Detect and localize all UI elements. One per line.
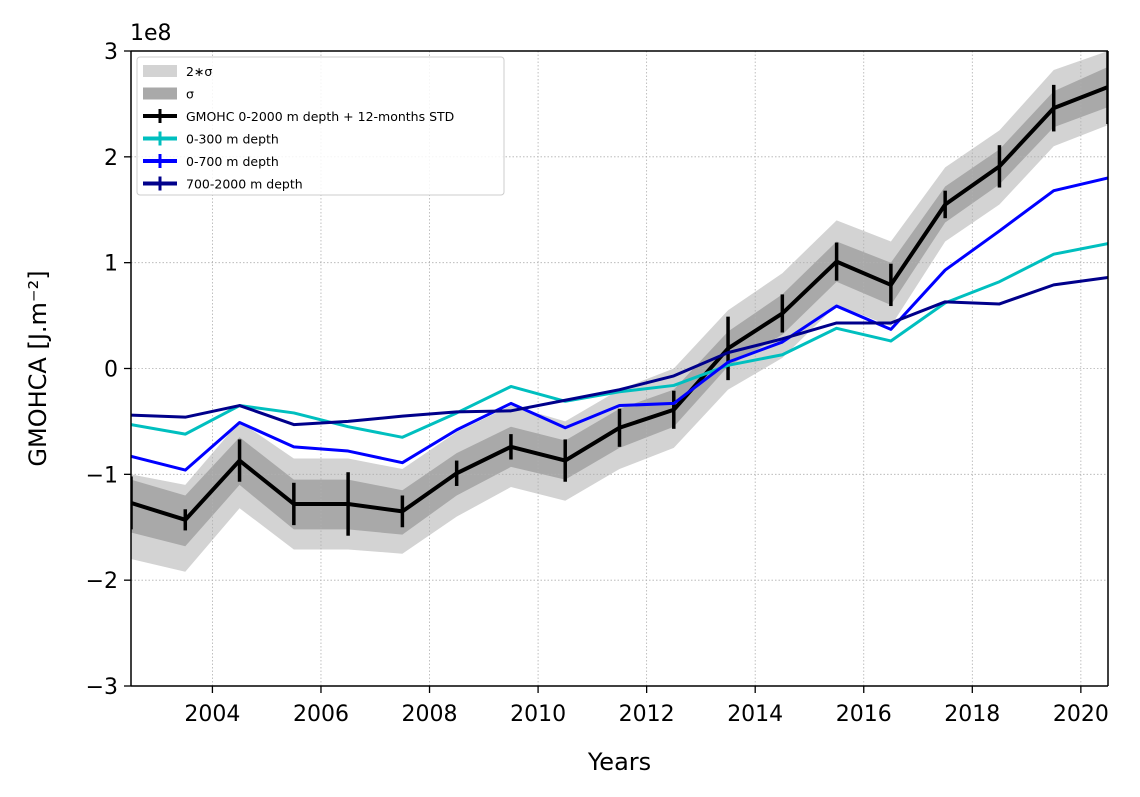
x-tick-label: 2010	[510, 702, 566, 727]
series-line-3	[131, 275, 1108, 427]
y-tick-label: 2	[104, 146, 118, 171]
legend-swatch-0	[143, 65, 177, 77]
x-tick-label: 2014	[727, 702, 783, 727]
x-tick-label: 2012	[619, 702, 675, 727]
x-tick-label: 2008	[402, 702, 458, 727]
series-lines	[131, 51, 1108, 536]
y-tick-label: 0	[104, 358, 118, 383]
y-axis-multiplier: 1e8	[130, 21, 172, 46]
x-tick-label: 2016	[836, 702, 892, 727]
x-tick-label: 2004	[184, 702, 240, 727]
legend: 2∗σ σ GMOHC 0-2000 m depth + 12-months STD…	[136, 56, 505, 196]
band-2sigma	[131, 51, 1108, 572]
y-tick-label: −1	[86, 463, 118, 488]
y-tick-label: −2	[86, 569, 118, 594]
series-line-2	[131, 176, 1108, 472]
axes: 2004 2006 2008 2010 2012 2014 2016 2018 2020 −3 −2…	[24, 21, 1109, 776]
y-tick-label: −3	[86, 675, 118, 700]
legend-label-5: 700-2000 m depth	[186, 177, 303, 192]
x-tick-label: 2006	[293, 702, 349, 727]
legend-box	[136, 56, 505, 196]
y-axis-title: GMOHCA [J.m⁻²]	[24, 270, 52, 466]
x-tick-label: 2018	[944, 702, 1000, 727]
x-tick-label: 2020	[1053, 702, 1109, 727]
legend-label-4: 0-700 m depth	[186, 154, 279, 169]
y-tick-label: 1	[104, 252, 118, 277]
legend-label-2: GMOHC 0-2000 m depth + 12-months STD	[186, 109, 454, 124]
uncertainty-bands	[131, 51, 1108, 572]
x-axis-title: Years	[587, 748, 651, 776]
legend-swatch-1	[143, 87, 177, 100]
legend-label-1: σ	[186, 87, 194, 102]
y-tick-label: 3	[104, 40, 118, 65]
legend-label-0: 2∗σ	[186, 64, 212, 79]
legend-label-3: 0-300 m depth	[186, 132, 279, 147]
